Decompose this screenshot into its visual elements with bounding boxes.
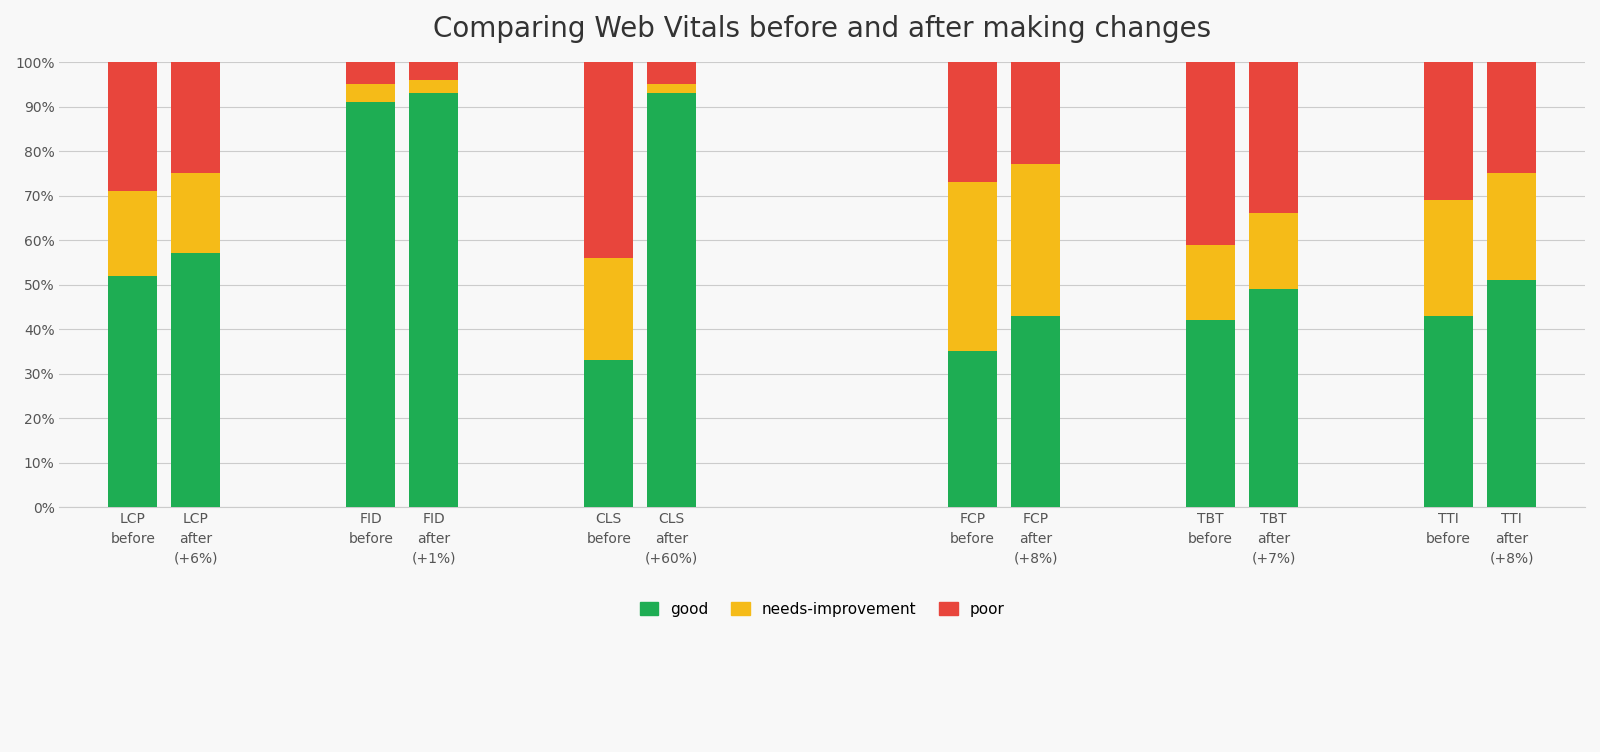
Bar	[171, 173, 221, 253]
Bar	[1011, 62, 1061, 165]
Bar	[1424, 316, 1474, 508]
Bar	[1424, 200, 1474, 316]
Bar	[1250, 62, 1298, 214]
Bar	[1486, 173, 1536, 280]
Bar	[346, 84, 395, 102]
Title: Comparing Web Vitals before and after making changes: Comparing Web Vitals before and after ma…	[434, 15, 1211, 43]
Bar	[410, 93, 458, 508]
Bar	[1186, 62, 1235, 244]
Bar	[1186, 320, 1235, 508]
Bar	[171, 62, 221, 173]
Bar	[1424, 62, 1474, 200]
Bar	[949, 351, 997, 508]
Legend: good, needs-improvement, poor: good, needs-improvement, poor	[632, 594, 1013, 624]
Bar	[346, 62, 395, 84]
Bar	[1250, 289, 1298, 508]
Bar	[1486, 280, 1536, 508]
Bar	[1011, 165, 1061, 316]
Bar	[584, 360, 634, 508]
Bar	[346, 102, 395, 508]
Bar	[648, 62, 696, 84]
Bar	[1011, 316, 1061, 508]
Bar	[584, 258, 634, 360]
Bar	[1186, 244, 1235, 320]
Bar	[949, 182, 997, 351]
Bar	[1486, 62, 1536, 173]
Bar	[949, 62, 997, 182]
Bar	[584, 62, 634, 258]
Bar	[109, 191, 157, 276]
Bar	[1250, 214, 1298, 289]
Bar	[648, 84, 696, 93]
Bar	[648, 93, 696, 508]
Bar	[109, 276, 157, 508]
Bar	[171, 253, 221, 508]
Bar	[410, 62, 458, 80]
Bar	[410, 80, 458, 93]
Bar	[109, 62, 157, 191]
